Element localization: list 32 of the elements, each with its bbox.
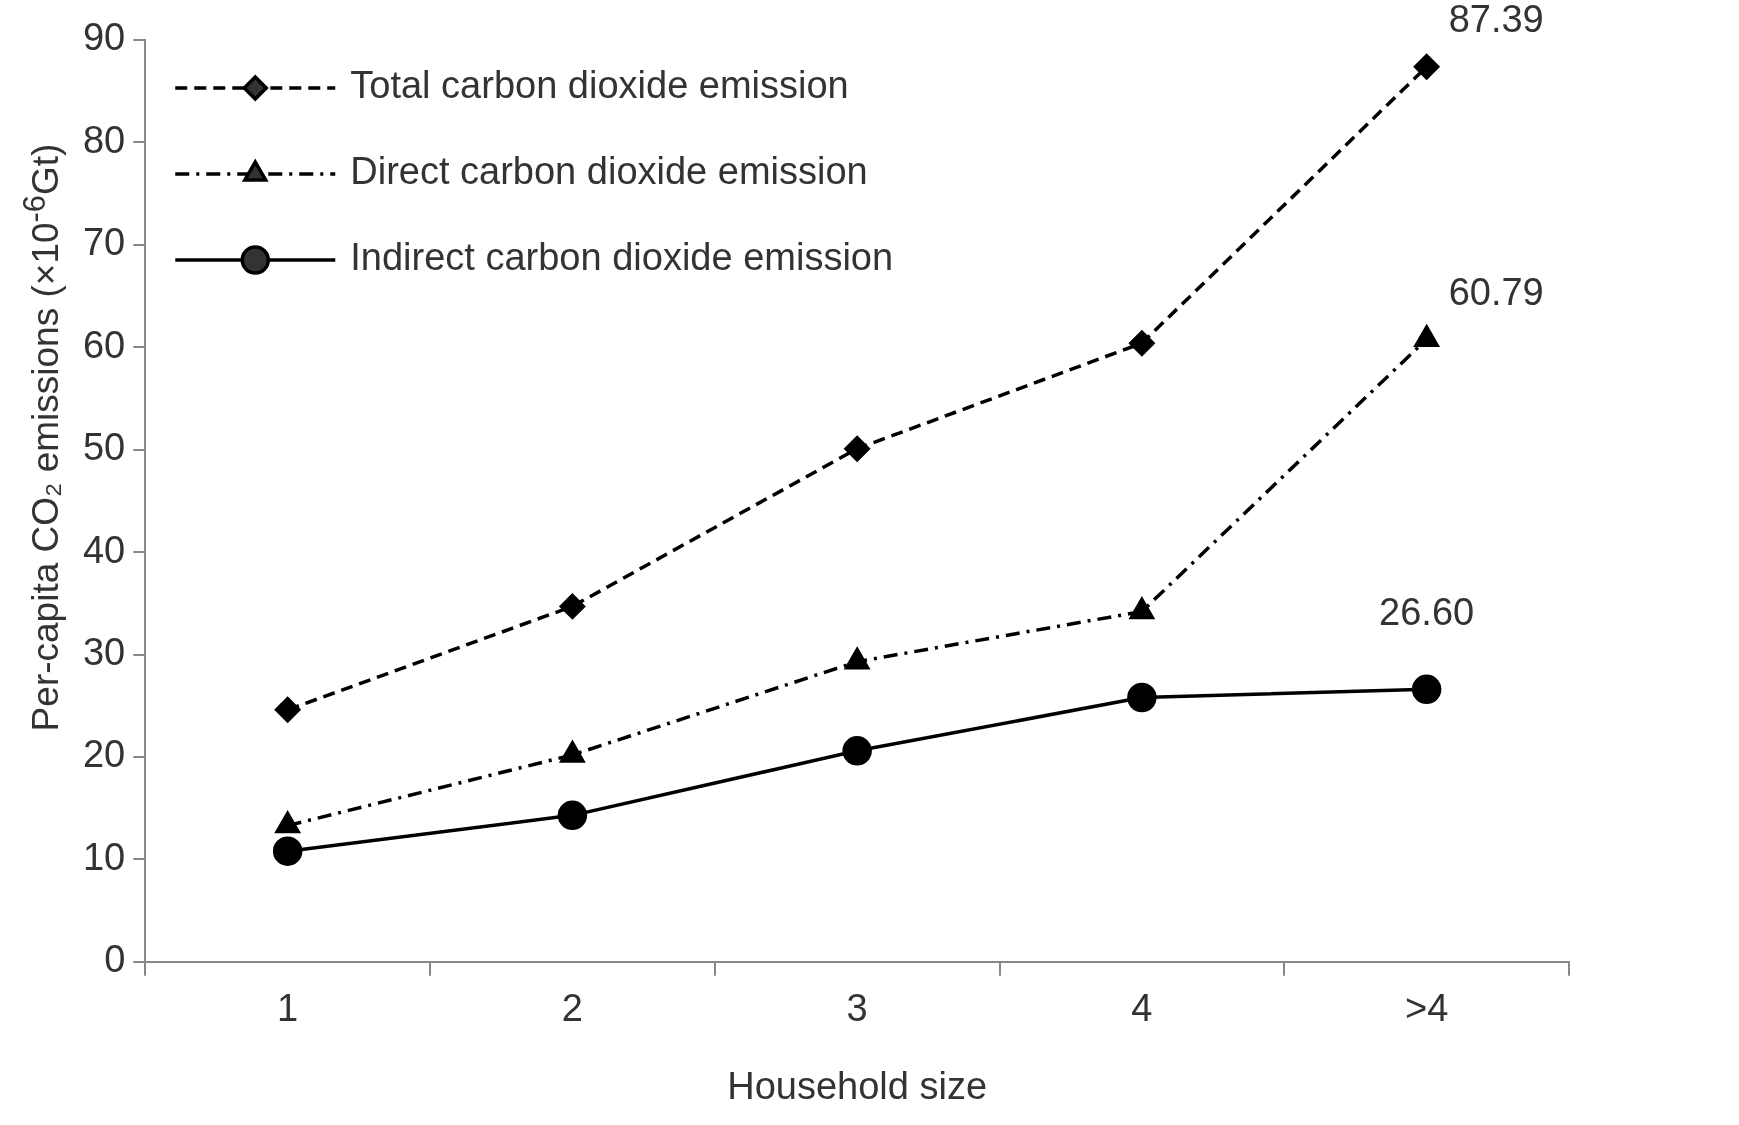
point [274,697,301,723]
y-tick-label: 30 [82,631,126,674]
y-tick-label: 80 [82,118,126,161]
x-tick-label: 4 [1131,987,1153,1030]
legend-label: Total carbon dioxide emission [350,64,849,107]
point [272,836,303,866]
point [1411,674,1442,705]
y-tick-label: 10 [82,835,126,878]
point [842,736,872,766]
y-tick-label: 20 [82,733,126,776]
x-tick-label: >4 [1404,987,1449,1030]
x-tick-label: 1 [277,987,299,1030]
point [1129,330,1155,356]
x-axis-title: Household size [727,1064,988,1107]
y-tick-label: 90 [82,16,126,59]
y-tick-label: 70 [82,221,126,264]
y-tick-label: 40 [82,528,126,571]
data-label: 60.79 [1448,270,1544,313]
point [1413,53,1440,80]
x-tick-label: 2 [561,987,583,1030]
y-tick-label: 0 [104,938,126,981]
y-tick-label: 50 [82,426,126,469]
legend-label: Direct carbon dioxide emission [350,150,868,193]
point [557,800,588,831]
point [559,593,586,620]
data-label: 87.39 [1448,0,1544,41]
point [844,435,870,462]
data-label: 26.60 [1379,590,1475,633]
y-tick-label: 60 [82,323,126,366]
point [1127,682,1157,713]
x-tick-label: 3 [846,987,868,1030]
legend-label: Indirect carbon dioxide emission [350,236,894,279]
